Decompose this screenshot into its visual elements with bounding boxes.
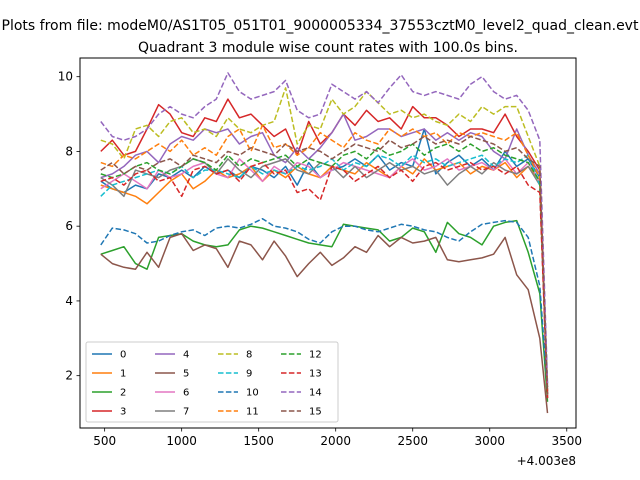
series-line-12 [100,143,549,387]
legend-frame [85,341,339,423]
series-line-5 [100,232,549,414]
x-tick-label: 1500 [243,434,274,448]
legend-label-15: 15 [309,407,322,418]
x-tick-label: 3500 [551,434,582,448]
y-tick-label: 6 [65,219,73,233]
legend-label-0: 0 [120,350,126,361]
series-line-8 [100,87,549,391]
figure-suptitle: Plots from file: modeM0/AS1T05_051T01_90… [2,18,639,34]
legend-label-1: 1 [120,369,126,380]
plot-lines [100,72,549,414]
series-line-15 [100,135,549,395]
legend-label-3: 3 [120,407,126,418]
legend-label-11: 11 [246,407,259,418]
series-line-3 [100,98,549,391]
y-tick-label: 2 [65,369,73,383]
y-axis: 2 4 6 8 10 [58,70,80,383]
legend-label-7: 7 [183,407,189,418]
series-line-10 [100,217,549,391]
legend-label-4: 4 [183,350,189,361]
legend-label-13: 13 [309,369,322,380]
legend-label-2: 2 [120,388,126,399]
chart-title: Quadrant 3 module wise count rates with … [138,40,518,56]
x-tick-label: 2500 [397,434,428,448]
y-tick-label: 8 [65,144,73,158]
x-offset-label: +4.003e8 [517,454,576,468]
series-line-13 [100,161,549,399]
legend-label-14: 14 [309,388,322,399]
y-tick-label: 4 [65,294,73,308]
y-tick-label: 10 [58,70,73,84]
x-tick-label: 1000 [166,434,197,448]
legend-label-10: 10 [246,388,259,399]
plot-area-frame [79,57,577,429]
series-line-2 [100,219,549,402]
series-line-14 [100,72,549,384]
x-tick-label: 500 [93,434,116,448]
series-line-11 [100,124,549,395]
series-line-6 [100,158,549,395]
x-tick-label: 3000 [474,434,505,448]
legend-label-8: 8 [246,350,252,361]
legend-label-12: 12 [309,350,322,361]
legend-label-5: 5 [183,369,189,380]
legend-label-6: 6 [183,388,189,399]
legend-label-9: 9 [246,369,252,380]
x-tick-label: 2000 [320,434,351,448]
x-axis: 500 1000 1500 2000 2500 3000 3500 [93,428,582,448]
